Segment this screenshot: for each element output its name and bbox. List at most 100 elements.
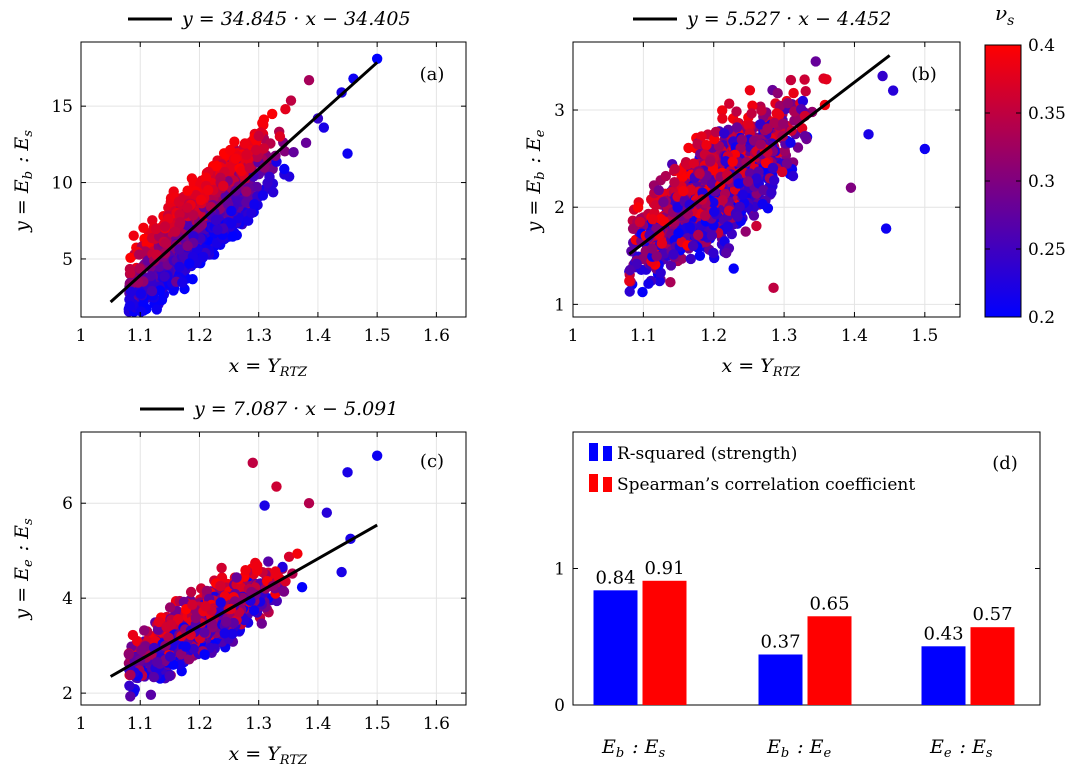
data-point (740, 226, 751, 237)
data-point (187, 599, 198, 610)
data-point (198, 251, 209, 263)
data-point (781, 158, 793, 169)
data-point (195, 194, 207, 206)
data-point (182, 240, 193, 252)
outlier-point (810, 56, 821, 67)
outlier-point (880, 223, 892, 234)
data-point (685, 184, 697, 195)
data-point (135, 288, 147, 299)
data-point (665, 260, 677, 271)
legend-swatch (603, 446, 612, 461)
data-point (200, 172, 212, 183)
data-point (693, 229, 704, 241)
data-point (283, 551, 295, 562)
y-tick-label: 15 (51, 97, 73, 117)
plot-frame (80, 431, 467, 706)
x-tick-label: 1.2 (700, 326, 727, 346)
data-point (124, 300, 135, 312)
data-point (159, 221, 171, 232)
data-point (717, 105, 728, 116)
data-point (199, 649, 210, 660)
data-point (180, 641, 191, 652)
data-point (148, 671, 159, 683)
data-point (236, 165, 247, 177)
data-point (744, 85, 756, 96)
data-point (687, 240, 699, 251)
data-point (701, 139, 712, 151)
data-point (160, 238, 171, 249)
data-point (218, 180, 229, 192)
data-point (706, 230, 718, 241)
outlier-point (624, 275, 635, 287)
data-point (737, 189, 748, 200)
data-point (685, 253, 696, 265)
outlier-point (318, 122, 330, 133)
data-point (174, 244, 185, 255)
x-category-label: Eb : Ee (766, 736, 833, 761)
data-point (239, 138, 251, 149)
x-tick-label: 1 (568, 326, 579, 346)
data-point (779, 145, 790, 157)
outlier-point (342, 467, 353, 478)
data-point (172, 614, 184, 625)
data-point (278, 586, 290, 597)
data-point (637, 286, 648, 298)
data-point (728, 263, 739, 274)
y-tick-label: 0 (554, 696, 565, 716)
data-point (787, 170, 799, 182)
data-point (182, 185, 193, 196)
data-point (733, 178, 744, 189)
outlier-point (845, 182, 857, 193)
data-point (708, 247, 719, 259)
data-point (268, 187, 279, 198)
x-category-label: Eb : Es (601, 736, 667, 761)
data-point (656, 238, 667, 249)
scatter-panel-c: 1 1.1 1.2 1.3 1.4 1.5 1.6 2 4 6 (c) y = 7.087 · x −… (11, 398, 467, 765)
data-point (717, 113, 728, 124)
data-point (201, 585, 213, 597)
data-point (125, 286, 137, 297)
data-point (243, 215, 254, 226)
data-point (226, 205, 237, 217)
panel-tag: (c) (420, 451, 444, 472)
data-point (705, 156, 716, 167)
outlier-point (877, 70, 888, 82)
fit-line (109, 61, 379, 304)
bar-value-label: 0.37 (760, 631, 800, 652)
data-point (821, 74, 832, 85)
data-point (258, 143, 269, 154)
data-point (168, 659, 179, 670)
data-point (767, 162, 779, 174)
data-point (647, 214, 658, 225)
data-point (170, 226, 181, 237)
data-point (219, 628, 230, 639)
y-tick-label: 1 (554, 295, 565, 315)
data-point (225, 144, 236, 156)
data-point (782, 98, 793, 109)
plot-frame (572, 41, 961, 318)
outlier-point (312, 113, 324, 124)
data-point (799, 74, 810, 85)
scatter-panel-b: 1 1.1 1.2 1.3 1.4 1.5 1 2 3 (b) y = 5.527 · x − 4.… (523, 8, 961, 380)
data-point (785, 74, 797, 86)
data-point (688, 158, 699, 169)
data-point (164, 602, 176, 613)
data-point (731, 106, 742, 117)
colorbar-tick-label: 0.3 (1028, 172, 1055, 192)
x-tick-label: 1.3 (771, 326, 798, 346)
x-tick-label: 1.4 (841, 326, 868, 346)
bar-r-squared (758, 654, 803, 705)
data-point (654, 275, 665, 287)
colorbar-tick-label: 0.4 (1028, 36, 1055, 56)
data-point (777, 166, 788, 178)
data-point (190, 612, 201, 624)
data-point (732, 211, 743, 222)
data-point (185, 586, 197, 598)
data-point (220, 616, 232, 627)
data-point (165, 619, 177, 630)
data-point (164, 651, 176, 662)
data-point (227, 231, 238, 242)
outlier-point (300, 137, 312, 149)
bar-value-label: 0.91 (644, 558, 684, 579)
